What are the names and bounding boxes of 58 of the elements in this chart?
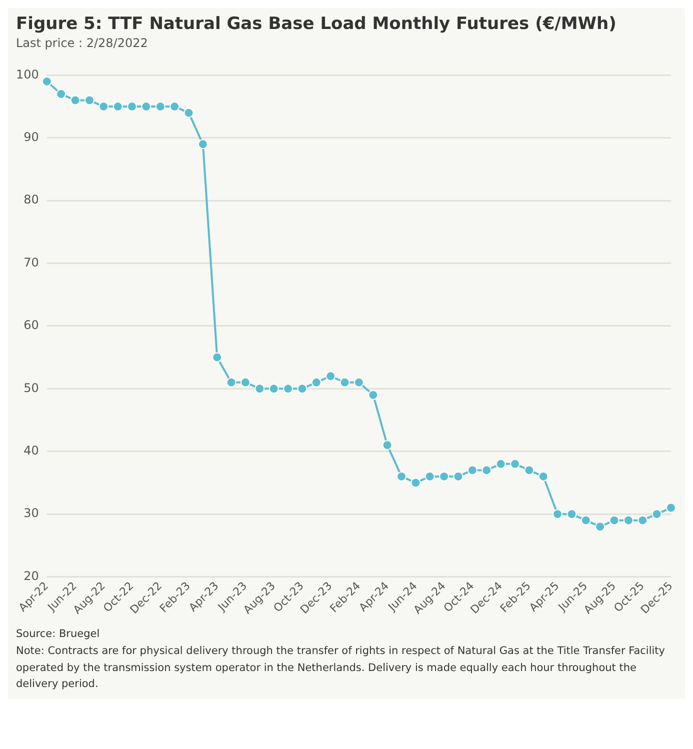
point: [240, 377, 250, 388]
point: [666, 502, 676, 513]
point: [112, 102, 123, 112]
point: [496, 458, 506, 469]
point: [98, 102, 109, 112]
point: [410, 478, 421, 488]
point: [56, 89, 66, 100]
point: [566, 509, 577, 520]
y-tick-label: 30: [24, 506, 39, 520]
y-tick-label: 80: [24, 192, 39, 207]
text: Note: Contracts are for physical delivery through the transfer of rights in respect of Natural Gas at the Title Transfer Facility operated by the transmission system operator in the Netherlands. Delivery is made equally each hour throughout the delivery period.: [16, 644, 666, 692]
point: [354, 377, 364, 388]
point: [552, 509, 563, 520]
point: [638, 515, 648, 526]
point: [198, 139, 208, 150]
point: [212, 352, 222, 362]
point: [268, 384, 279, 394]
point: [623, 515, 634, 526]
point: [297, 384, 308, 394]
point: [326, 371, 336, 382]
point: [226, 377, 236, 388]
point: [382, 440, 392, 450]
y-tick-label: 20: [24, 568, 39, 583]
chart-title: Figure 5: TTF Natural Gas Base Load Monthly Futures (€/MWh): [15, 13, 618, 36]
point: [424, 471, 435, 482]
point: [184, 108, 194, 118]
point: [595, 522, 606, 532]
point: [609, 515, 620, 526]
point: [453, 471, 464, 482]
y-tick-label: 100: [16, 67, 39, 82]
point: [283, 384, 294, 394]
point: [311, 377, 322, 388]
point: [538, 471, 548, 482]
point: [652, 509, 662, 520]
source-note: Source: Bruegel: [16, 627, 101, 642]
y-tick-label: 50: [24, 380, 39, 395]
point: [439, 471, 450, 482]
point: [254, 384, 265, 394]
point: [524, 465, 534, 476]
y-tick-label: 60: [24, 318, 39, 332]
point: [141, 102, 152, 112]
point: [84, 95, 94, 106]
point: [127, 102, 138, 112]
y-tick-label: 70: [24, 255, 39, 270]
point: [340, 377, 350, 388]
point: [482, 465, 492, 476]
y-tick-label: 40: [24, 444, 39, 458]
point: [467, 465, 478, 476]
point: [396, 471, 407, 482]
point: [510, 458, 520, 469]
y-tick-label: 90: [24, 130, 39, 144]
point: [368, 390, 378, 400]
point: [70, 95, 80, 106]
point: [580, 515, 591, 526]
point: [155, 102, 166, 112]
point: [42, 76, 52, 86]
point: [170, 102, 180, 112]
chart-subtitle: Last price : 2/28/2022: [15, 36, 149, 52]
